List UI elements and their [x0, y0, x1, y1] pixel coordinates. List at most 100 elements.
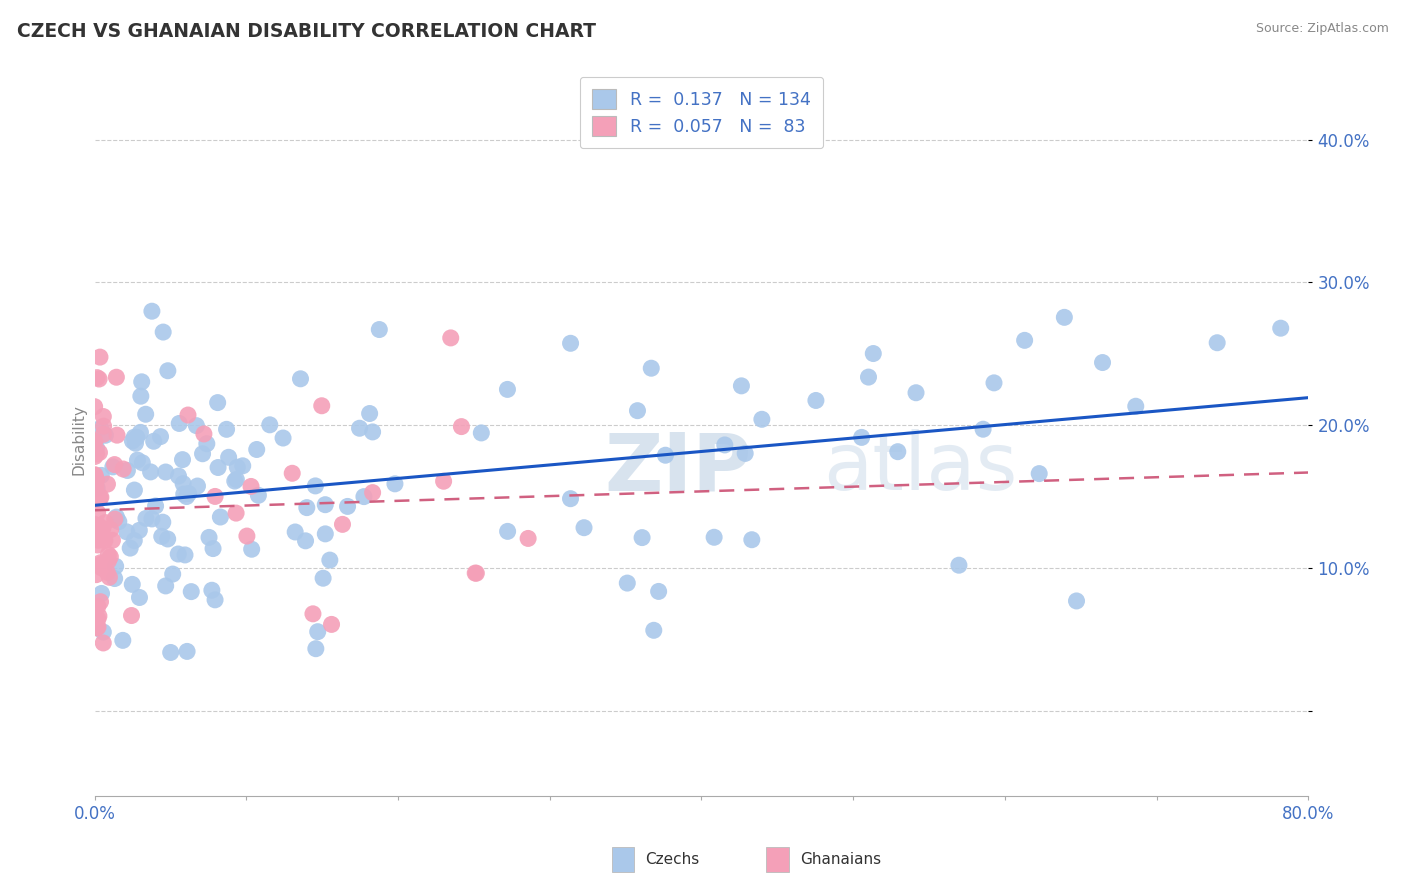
- Point: [159, 645, 181, 659]
- Point: [104, 559, 127, 574]
- Point: [703, 530, 725, 544]
- Point: [361, 425, 384, 439]
- Point: [271, 431, 294, 445]
- Point: [103, 458, 125, 472]
- Point: [198, 530, 221, 544]
- Point: [90, 586, 112, 600]
- Point: [294, 533, 316, 548]
- Point: [304, 479, 326, 493]
- Point: [1091, 355, 1114, 369]
- Point: [149, 429, 172, 443]
- Y-axis label: Disability: Disability: [72, 404, 86, 475]
- Point: [89, 350, 111, 364]
- Point: [353, 490, 375, 504]
- Point: [97, 554, 120, 568]
- Point: [177, 408, 200, 422]
- Point: [156, 532, 179, 546]
- Point: [135, 407, 157, 421]
- Point: [86, 567, 108, 582]
- Point: [89, 595, 111, 609]
- Point: [83, 491, 105, 506]
- Point: [804, 393, 827, 408]
- Point: [983, 376, 1005, 390]
- Point: [349, 421, 371, 435]
- Point: [84, 479, 107, 493]
- Point: [202, 541, 225, 556]
- Point: [862, 346, 884, 360]
- Point: [647, 584, 669, 599]
- Point: [83, 482, 105, 496]
- Point: [450, 419, 472, 434]
- Point: [121, 608, 143, 623]
- Point: [89, 491, 111, 505]
- Point: [129, 425, 152, 440]
- Point: [124, 533, 146, 548]
- Point: [314, 498, 336, 512]
- Point: [167, 417, 190, 431]
- Point: [207, 460, 229, 475]
- Point: [87, 612, 110, 626]
- Point: [135, 511, 157, 525]
- Point: [105, 428, 128, 442]
- Point: [122, 430, 145, 444]
- Point: [141, 512, 163, 526]
- Point: [176, 644, 198, 658]
- Point: [105, 510, 128, 524]
- Point: [86, 522, 108, 536]
- Point: [851, 430, 873, 444]
- Point: [91, 636, 114, 650]
- Point: [90, 561, 112, 575]
- Point: [128, 591, 150, 605]
- Point: [225, 506, 247, 520]
- Point: [90, 523, 112, 537]
- Point: [108, 515, 131, 529]
- Point: [465, 566, 488, 581]
- Point: [207, 395, 229, 409]
- Point: [1270, 321, 1292, 335]
- Point: [640, 361, 662, 376]
- Point: [302, 607, 325, 621]
- Point: [117, 463, 139, 477]
- Point: [83, 434, 105, 449]
- Point: [87, 518, 110, 533]
- Point: [734, 446, 756, 460]
- Point: [311, 399, 333, 413]
- Point: [156, 364, 179, 378]
- Point: [240, 479, 263, 493]
- Point: [572, 521, 595, 535]
- Point: [83, 468, 105, 483]
- Point: [86, 447, 108, 461]
- Point: [86, 441, 108, 455]
- Text: CZECH VS GHANAIAN DISABILITY CORRELATION CHART: CZECH VS GHANAIAN DISABILITY CORRELATION…: [17, 22, 596, 41]
- Point: [98, 570, 121, 584]
- Point: [215, 422, 238, 436]
- Point: [87, 372, 110, 386]
- Point: [84, 470, 107, 484]
- Point: [93, 419, 115, 434]
- Point: [321, 617, 343, 632]
- Point: [89, 558, 111, 572]
- Point: [284, 524, 307, 539]
- Point: [858, 370, 880, 384]
- Point: [87, 620, 110, 634]
- Point: [496, 383, 519, 397]
- Point: [83, 517, 105, 532]
- Point: [145, 499, 167, 513]
- Point: [336, 500, 359, 514]
- Point: [173, 487, 195, 501]
- Point: [83, 434, 105, 449]
- Point: [201, 583, 224, 598]
- Point: [332, 517, 354, 532]
- Point: [152, 325, 174, 339]
- Point: [180, 584, 202, 599]
- Point: [167, 469, 190, 483]
- Point: [90, 421, 112, 435]
- Point: [86, 506, 108, 520]
- Point: [730, 379, 752, 393]
- Point: [104, 512, 127, 526]
- Text: atlas: atlas: [823, 429, 1017, 507]
- Point: [176, 490, 198, 504]
- Text: ZIP: ZIP: [605, 429, 752, 507]
- Point: [186, 418, 208, 433]
- Point: [94, 533, 117, 548]
